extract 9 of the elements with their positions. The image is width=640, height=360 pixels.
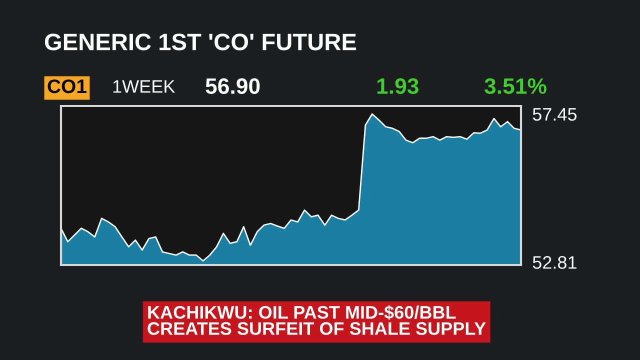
- text: 3.51%: [484, 78, 546, 94]
- y-tick-label: 52.81: [532, 256, 576, 269]
- text: 1WEEK: [113, 80, 176, 93]
- chart-title: GENERIC 1ST 'CO' FUTURE: [44, 34, 356, 50]
- text: 1.93: [377, 78, 418, 94]
- text: CO1: [48, 79, 86, 94]
- text: 56.90: [206, 78, 260, 94]
- text: KACHIKWU: OIL PAST MID-$60/BBL CREATES SURFEIT OF SHALE SUPPLY: [148, 305, 486, 335]
- y-tick-label: 57.45: [532, 108, 577, 121]
